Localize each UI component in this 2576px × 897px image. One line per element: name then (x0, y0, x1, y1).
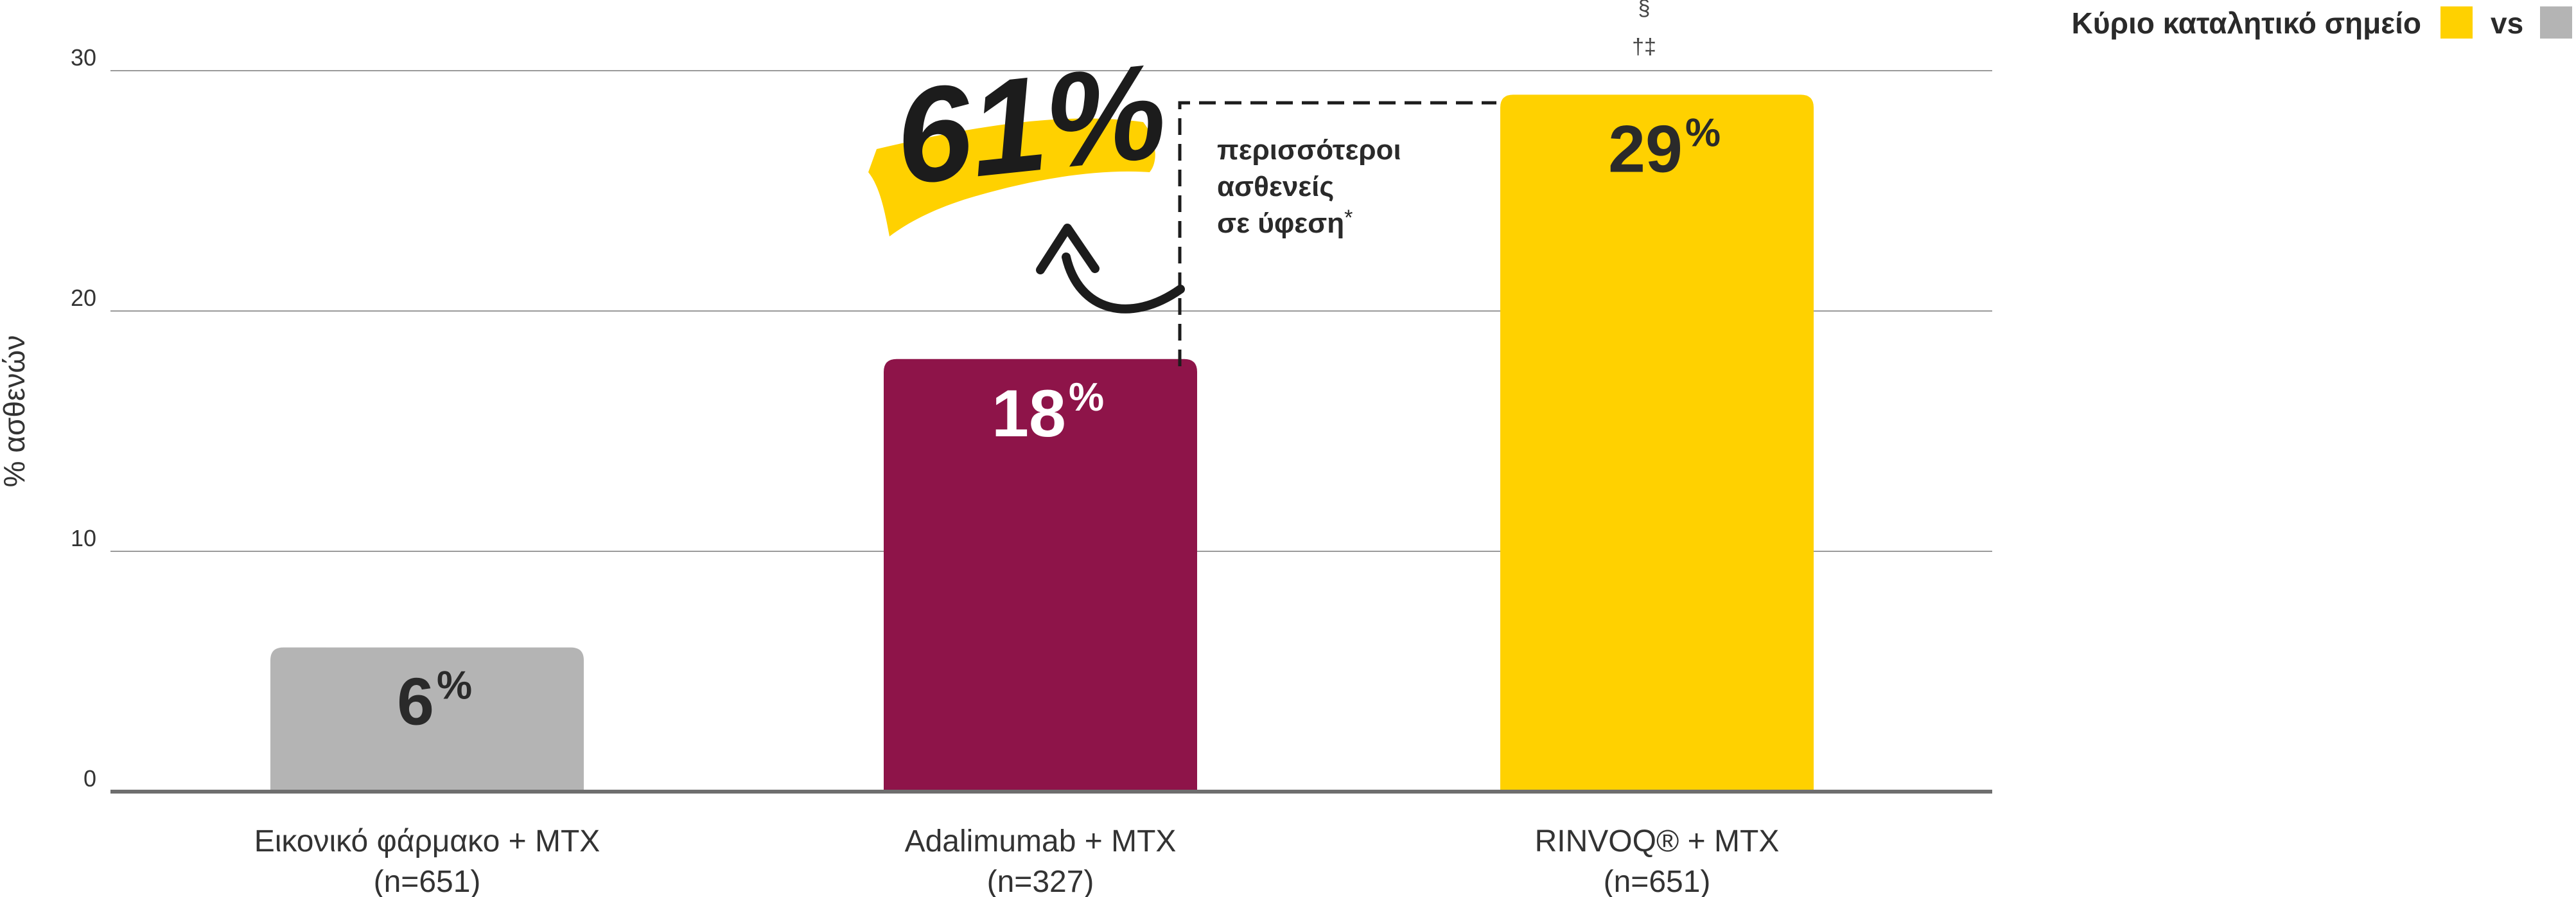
curved-arrow (1062, 253, 1185, 314)
bar-data-label-percent: % (1685, 111, 1721, 155)
bars: 6 %18 %29% (270, 94, 1814, 792)
y-tick-label: 10 (71, 525, 96, 551)
bar-data-label: 29 (1608, 112, 1683, 186)
bar-data-label: 18 (992, 377, 1066, 451)
bar (884, 359, 1197, 792)
bar-data-label-percent: % (1069, 375, 1104, 420)
legend-label: Κύριο καταλητικό σημείο (2072, 6, 2421, 40)
callout-line-2: ασθενείς (1217, 171, 1334, 202)
callout-big-value: 61% (888, 35, 1173, 213)
significance-mark-2: †‡ (1632, 35, 1656, 59)
x-category-label: Εικονικό φάρμακο + MTX (254, 824, 600, 858)
bar (1500, 94, 1814, 792)
x-category-n-label: (n=327) (987, 865, 1094, 897)
significance-mark-1: § (1638, 0, 1651, 21)
callout-line-1: περισσότεροι (1217, 134, 1401, 166)
x-category-n-label: (n=651) (374, 865, 481, 897)
bar-data-label-percent: % (437, 664, 472, 708)
y-tick-label: 20 (71, 285, 96, 311)
category-labels: Εικονικό φάρμακο + MTX (n=651) Adalimumab … (254, 824, 1780, 897)
x-category-label: Adalimumab + MTX (905, 824, 1177, 858)
legend: Κύριο καταλητικό σημείο vs (2072, 6, 2572, 40)
x-category-n-label: (n=651) (1604, 865, 1711, 897)
legend-swatch-secondary (2540, 6, 2572, 39)
bar-data-label: 6 (397, 665, 434, 740)
bar (270, 647, 584, 792)
y-axis-title: % ασθενών (0, 335, 31, 488)
y-tick-label: 0 (83, 765, 96, 792)
arrow-head-icon (1036, 224, 1100, 274)
legend-vs: vs (2491, 6, 2523, 40)
x-category-label: RINVOQ® + MTX (1535, 824, 1780, 858)
y-tick-labels: 0 10 20 30 (71, 44, 96, 792)
callout-footnote-mark: * (1344, 206, 1353, 230)
brush-streak (873, 133, 1157, 181)
legend-swatch-primary (2440, 6, 2473, 39)
comparison-bracket (1178, 101, 1496, 366)
y-tick-label: 30 (71, 44, 96, 71)
callout-line-3: σε ύφεση* (1217, 206, 1353, 239)
